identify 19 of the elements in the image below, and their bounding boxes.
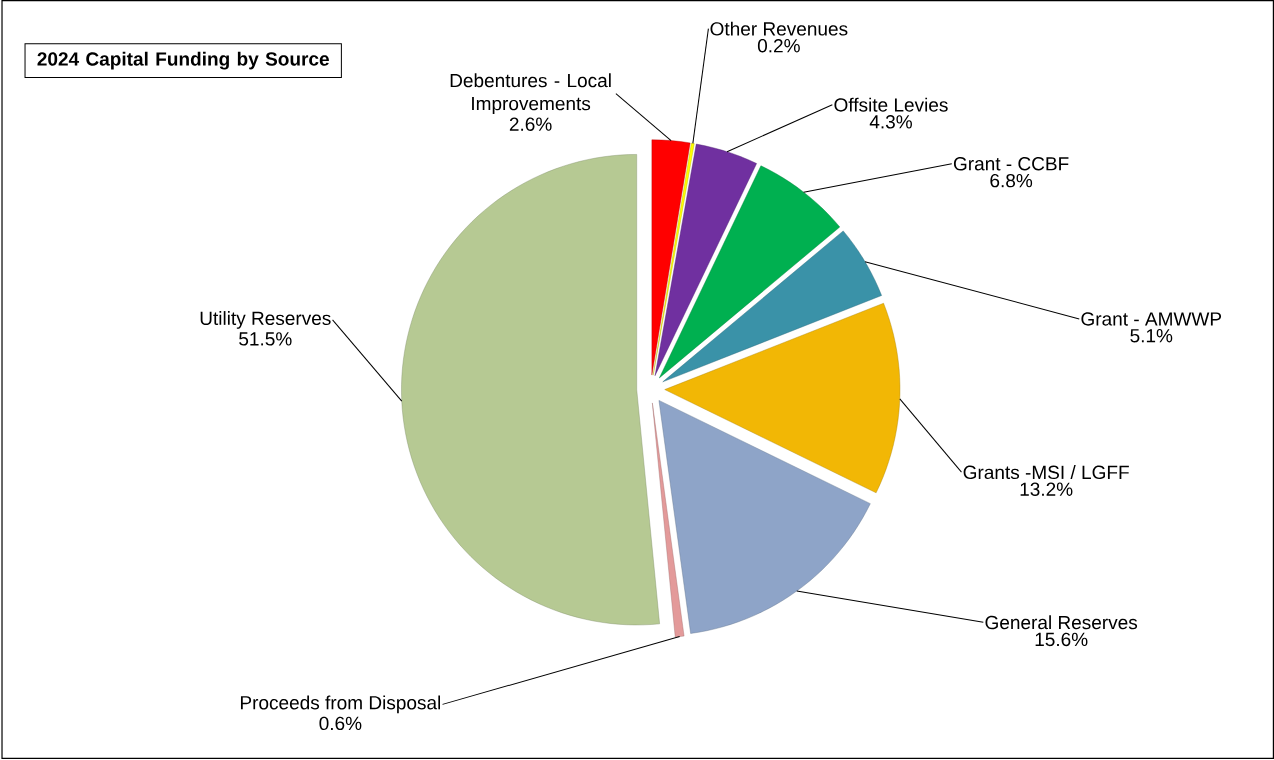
data-label: 0.6% bbox=[319, 716, 362, 730]
data-label: 4.3% bbox=[869, 114, 912, 129]
data-label: 5.1% bbox=[1130, 328, 1173, 343]
slice-label: Offsite Levies bbox=[834, 97, 948, 112]
slice-label: Other Revenues bbox=[710, 21, 848, 36]
text: 2024 Capital Funding by Source bbox=[37, 51, 329, 70]
data-label: 6.8% bbox=[990, 173, 1033, 188]
slice-label: Grants -MSI / LGFF bbox=[963, 464, 1129, 479]
data-label: 51.5% bbox=[239, 332, 292, 346]
data-label: 13.2% bbox=[1020, 482, 1073, 496]
slice-label: General Reserves bbox=[985, 615, 1138, 630]
slice-label: Utility Reserves bbox=[200, 310, 331, 329]
data-label: 0.2% bbox=[757, 38, 800, 53]
slice-label: Debentures - Local Improvements bbox=[450, 73, 611, 114]
slice-label: Grant - AMWWP bbox=[1081, 312, 1222, 326]
data-label: 2.6% bbox=[509, 117, 552, 131]
data-label: 15.6% bbox=[1035, 632, 1088, 646]
slice-label: Proceeds from Disposal bbox=[240, 695, 441, 714]
slice-label: Grant - CCBF bbox=[953, 156, 1069, 171]
